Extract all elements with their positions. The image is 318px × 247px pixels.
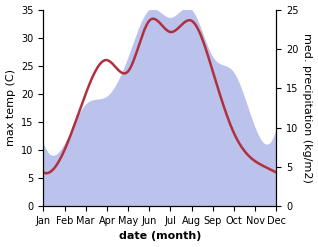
Y-axis label: max temp (C): max temp (C) [5, 69, 16, 146]
Y-axis label: med. precipitation (kg/m2): med. precipitation (kg/m2) [302, 33, 313, 183]
X-axis label: date (month): date (month) [119, 231, 201, 242]
